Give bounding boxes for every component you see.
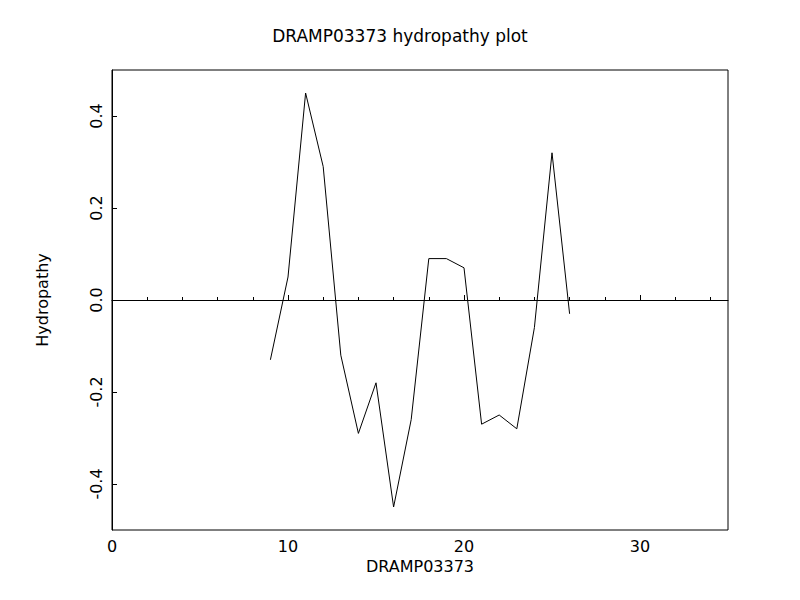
svg-text:Hydropathy: Hydropathy [33,253,52,347]
svg-text:10: 10 [278,537,298,556]
svg-text:20: 20 [454,537,474,556]
svg-text:0.2: 0.2 [87,195,106,220]
svg-text:DRAMP03373: DRAMP03373 [366,557,474,576]
svg-text:0.0: 0.0 [87,287,106,312]
svg-text:-0.2: -0.2 [87,376,106,407]
svg-text:0.4: 0.4 [87,103,106,128]
svg-text:30: 30 [630,537,650,556]
svg-text:-0.4: -0.4 [87,468,106,499]
svg-text:0: 0 [107,537,117,556]
svg-text:DRAMP03373 hydropathy plot: DRAMP03373 hydropathy plot [272,26,528,46]
